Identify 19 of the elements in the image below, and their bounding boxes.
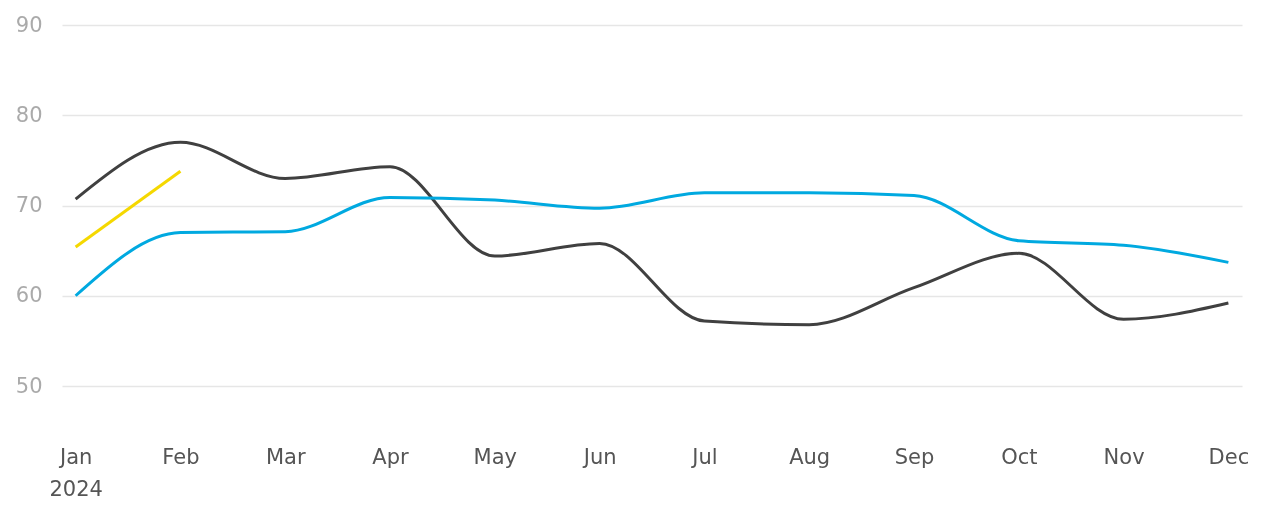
x-tick-label: Sep <box>894 444 935 469</box>
line-series <box>74 140 1230 327</box>
line-series <box>74 191 1230 298</box>
y-tick-label: 90 <box>15 12 43 37</box>
y-tick-label: 70 <box>15 193 43 217</box>
x-tick-label: May <box>473 444 518 469</box>
x-tick-label: Oct <box>1001 444 1038 469</box>
x-tick-label: Jun <box>581 444 617 469</box>
y-tick-label: 50 <box>15 373 43 398</box>
x-tick-label: Dec <box>1208 444 1250 469</box>
x-tick-label: Feb <box>162 444 200 469</box>
x-tick-label: Mar <box>265 444 306 469</box>
y-tick-label: 60 <box>15 283 43 308</box>
x-tick-label: Jan 2024 <box>49 444 103 501</box>
x-tick-label: Aug <box>789 444 831 469</box>
x-tick-label: Nov <box>1103 444 1145 469</box>
x-tick-label: Jul <box>690 444 718 469</box>
y-tick-label: 80 <box>15 102 43 127</box>
x-tick-label: Apr <box>372 444 410 469</box>
